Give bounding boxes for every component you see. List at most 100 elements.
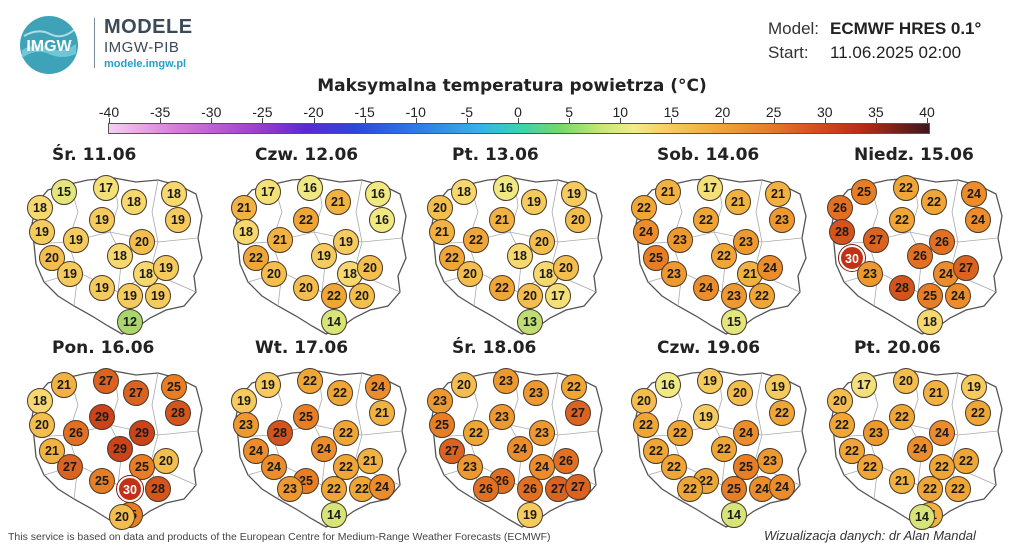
temperature-marker: 17 — [545, 283, 571, 309]
temperature-marker: 17 — [255, 179, 281, 205]
temperature-marker: 21 — [51, 372, 77, 398]
temperature-marker: 27 — [565, 474, 591, 500]
temperature-marker: 24 — [733, 420, 759, 446]
temperature-marker: 16 — [655, 372, 681, 398]
temperature-marker: 19 — [231, 388, 257, 414]
legend-tick-mark — [722, 118, 724, 123]
temperature-marker: 18 — [507, 243, 533, 269]
temperature-marker: 21 — [655, 179, 681, 205]
temperature-marker: 29 — [129, 420, 155, 446]
legend-tick-label: 5 — [565, 104, 574, 120]
legend-tick-mark — [262, 118, 264, 123]
temperature-marker: 24 — [965, 207, 991, 233]
temperature-marker: 22 — [633, 412, 659, 438]
temperature-marker: 20 — [827, 388, 853, 414]
temperature-marker: 18 — [161, 181, 187, 207]
temperature-marker: 24 — [365, 374, 391, 400]
temperature-marker: 20 — [517, 283, 543, 309]
temperature-marker: 20 — [427, 195, 453, 221]
legend-tick-label: -15 — [354, 104, 375, 120]
temperature-marker: 22 — [945, 476, 971, 502]
legend-tick-label: 10 — [612, 104, 629, 120]
logo-lettering: IMGW — [26, 38, 72, 55]
temperature-marker: 22 — [561, 374, 587, 400]
temperature-marker: 22 — [711, 436, 737, 462]
forecast-map: 2127272518292820262921292027252530282520 — [18, 365, 208, 540]
temperature-marker: 17 — [851, 372, 877, 398]
temperature-marker: 28 — [829, 219, 855, 245]
forecast-map: 20 23 23 22 23 23 27 25 22 23 27 24 26 23 24 26 26 27 27 26… — [418, 365, 608, 540]
temperature-marker: 20 — [631, 388, 657, 414]
legend-tick-label: -5 — [460, 104, 474, 120]
legend-tick-label: -10 — [405, 104, 426, 120]
temperature-marker: 27 — [57, 454, 83, 480]
temperature-marker: 23 — [529, 420, 555, 446]
temperature-marker: 23 — [493, 368, 519, 394]
temperature-marker: 22 — [333, 454, 359, 480]
temperature-marker: 19 — [89, 275, 115, 301]
day-title: Czw. 12.06 — [255, 145, 359, 165]
temperature-marker: 27 — [953, 255, 979, 281]
legend-tick-label: -30 — [201, 104, 222, 120]
temperature-marker: 20 — [109, 504, 135, 530]
temperature-marker: 22 — [327, 380, 353, 406]
legend-tick-label: 40 — [919, 104, 935, 120]
brand-url-link[interactable]: modele.imgw.pl — [104, 58, 187, 70]
start-label: Start: — [768, 43, 809, 62]
temperature-marker: 27 — [93, 368, 119, 394]
temperature-marker: 19 — [153, 255, 179, 281]
region-border — [33, 231, 199, 245]
temperature-marker: 15 — [51, 179, 77, 205]
temperature-marker: 22 — [321, 283, 347, 309]
temperature-marker: 18 — [451, 179, 477, 205]
temperature-marker: 18 — [133, 261, 159, 287]
temperature-marker: 20 — [727, 380, 753, 406]
temperature-marker: 26 — [827, 195, 853, 221]
temperature-marker: 22 — [667, 420, 693, 446]
legend-tick-mark — [518, 118, 519, 123]
temperature-marker: 26 — [473, 476, 499, 502]
temperature-marker: 19 — [693, 404, 719, 430]
temperature-marker: 22 — [965, 400, 991, 426]
temperature-marker: 19 — [145, 283, 171, 309]
temperature-marker: 14 — [909, 504, 935, 530]
temperature-marker: 25 — [917, 283, 943, 309]
temperature-marker: 23 — [661, 261, 687, 287]
temperature-marker: 25 — [161, 374, 187, 400]
forecast-map: 16 19 20 19 20 19 22 22 22 24 22 22 23 22 25 22 25 24 24 22… — [622, 365, 812, 540]
temperature-marker: 19 — [165, 207, 191, 233]
legend-tick-label: -40 — [98, 104, 120, 120]
temperature-marker: 26 — [63, 420, 89, 446]
temperature-marker: 22 — [463, 227, 489, 253]
temperature-marker: 23 — [733, 229, 759, 255]
temperature-marker: 22 — [929, 454, 955, 480]
model-label: Model: — [768, 19, 820, 38]
temperature-marker: 30 — [839, 245, 865, 271]
temperature-marker: 24 — [769, 474, 795, 500]
legend-tick-mark — [160, 118, 162, 123]
temperature-marker: 29 — [107, 436, 133, 462]
day-title: Wt. 17.06 — [255, 338, 349, 358]
temperature-marker: 22 — [661, 454, 687, 480]
temperature-marker: 20 — [893, 368, 919, 394]
temperature-marker: 20 — [29, 412, 55, 438]
legend-tick-mark — [824, 118, 826, 123]
legend-tick-mark — [313, 118, 315, 123]
region-border — [637, 231, 803, 245]
region-border — [833, 231, 999, 245]
temperature-marker: 20 — [553, 255, 579, 281]
temperature-marker: 21 — [725, 189, 751, 215]
brand-subtitle: IMGW-PIB — [104, 39, 180, 56]
temperature-marker: 23 — [489, 404, 515, 430]
temperature-marker: 18 — [233, 219, 259, 245]
temperature-marker: 25 — [721, 476, 747, 502]
temperature-marker: 20 — [565, 207, 591, 233]
temperature-marker: 14 — [321, 502, 347, 528]
temperature-marker: 17 — [697, 175, 723, 201]
legend-tick-label: 15 — [663, 104, 680, 120]
temperature-marker: 20 — [129, 229, 155, 255]
temperature-marker: 23 — [667, 227, 693, 253]
temperature-marker: 20 — [293, 275, 319, 301]
legend-tick-mark — [415, 118, 417, 123]
temperature-marker: 22 — [953, 448, 979, 474]
